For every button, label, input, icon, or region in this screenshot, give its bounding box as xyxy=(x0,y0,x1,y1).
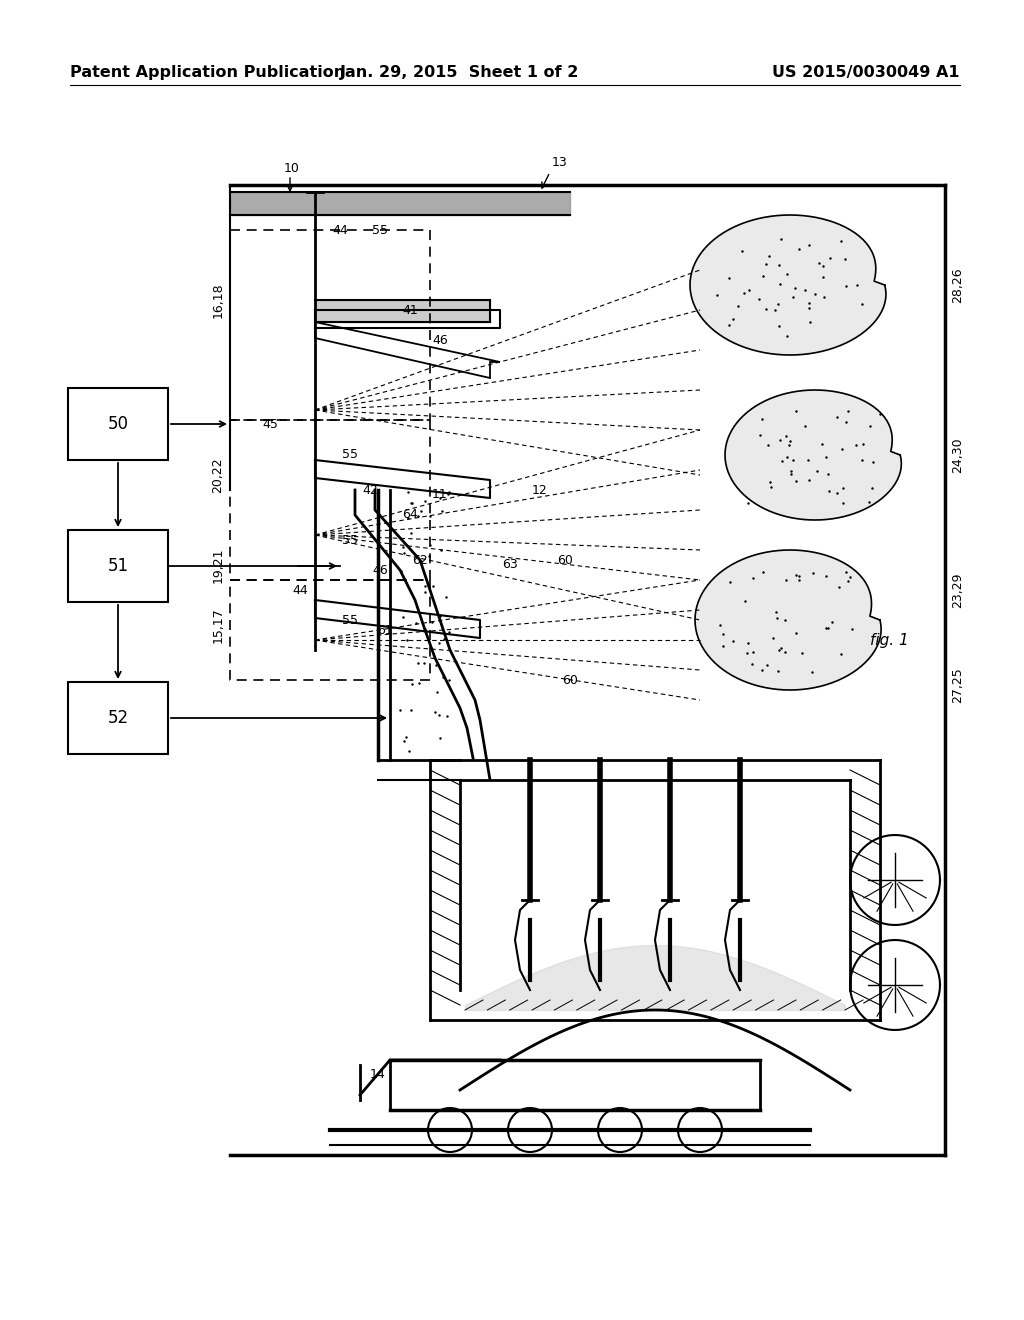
Text: 10: 10 xyxy=(284,161,300,174)
Text: 15,17: 15,17 xyxy=(212,607,224,643)
Polygon shape xyxy=(695,550,882,690)
Polygon shape xyxy=(850,940,940,1030)
Text: 20,22: 20,22 xyxy=(212,457,224,492)
Polygon shape xyxy=(850,836,940,925)
Text: 45: 45 xyxy=(262,418,278,432)
Text: 44: 44 xyxy=(292,583,308,597)
Text: 27,25: 27,25 xyxy=(951,667,965,702)
Bar xyxy=(68,388,168,459)
Text: 60: 60 xyxy=(557,553,573,566)
Text: 13: 13 xyxy=(552,156,568,169)
Text: 50: 50 xyxy=(108,414,128,433)
Polygon shape xyxy=(315,322,500,378)
Text: 60: 60 xyxy=(562,673,578,686)
Text: Jan. 29, 2015  Sheet 1 of 2: Jan. 29, 2015 Sheet 1 of 2 xyxy=(340,65,580,79)
Text: 62: 62 xyxy=(412,553,428,566)
Text: 55: 55 xyxy=(342,449,358,462)
Polygon shape xyxy=(725,389,901,520)
Circle shape xyxy=(508,1107,552,1152)
Text: 44: 44 xyxy=(332,223,348,236)
Text: fig. 1: fig. 1 xyxy=(870,632,908,648)
Bar xyxy=(68,531,168,602)
Text: 61: 61 xyxy=(377,623,393,636)
Bar xyxy=(68,682,168,754)
Text: 64: 64 xyxy=(402,508,418,521)
Text: 19,21: 19,21 xyxy=(212,548,224,582)
Text: 41: 41 xyxy=(402,304,418,317)
Text: 14: 14 xyxy=(370,1068,386,1081)
Text: 46: 46 xyxy=(372,564,388,577)
Text: 24,30: 24,30 xyxy=(951,437,965,473)
Text: 46: 46 xyxy=(432,334,447,346)
Text: 42: 42 xyxy=(362,483,378,496)
Text: 23,29: 23,29 xyxy=(951,573,965,607)
Text: 55: 55 xyxy=(342,533,358,546)
Text: 28,26: 28,26 xyxy=(951,267,965,302)
Circle shape xyxy=(428,1107,472,1152)
Text: Patent Application Publication: Patent Application Publication xyxy=(70,65,345,79)
Text: 63: 63 xyxy=(502,558,518,572)
Text: US 2015/0030049 A1: US 2015/0030049 A1 xyxy=(772,65,961,79)
Polygon shape xyxy=(690,215,886,355)
Circle shape xyxy=(598,1107,642,1152)
Text: 55: 55 xyxy=(342,614,358,627)
Text: 16,18: 16,18 xyxy=(212,282,224,318)
Text: 51: 51 xyxy=(108,557,129,576)
Text: 52: 52 xyxy=(108,709,129,727)
Circle shape xyxy=(678,1107,722,1152)
Text: 55: 55 xyxy=(372,223,388,236)
Text: 11: 11 xyxy=(432,488,447,502)
Text: 12: 12 xyxy=(532,483,548,496)
